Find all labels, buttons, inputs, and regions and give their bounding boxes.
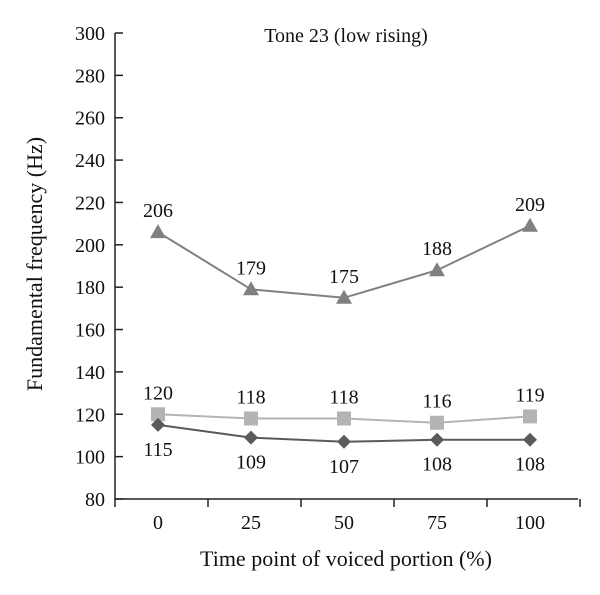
square-marker bbox=[244, 411, 258, 426]
y-tick-label: 200 bbox=[75, 235, 105, 257]
x-tick-label: 50 bbox=[334, 512, 354, 534]
data-label: 175 bbox=[329, 266, 359, 288]
data-label: 188 bbox=[422, 238, 452, 260]
triangle-marker bbox=[429, 262, 445, 277]
data-label: 120 bbox=[143, 382, 173, 404]
data-label: 115 bbox=[143, 439, 172, 461]
triangle-marker bbox=[150, 224, 166, 239]
chart-title: Tone 23 (low rising) bbox=[264, 25, 428, 47]
diamond-marker bbox=[430, 432, 444, 447]
triangle-marker bbox=[336, 289, 352, 304]
y-tick-label: 220 bbox=[75, 192, 105, 214]
series-diamond: 115 109 107 108 108 bbox=[143, 417, 545, 478]
square-marker bbox=[430, 415, 444, 430]
y-tick-label: 260 bbox=[75, 108, 105, 130]
y-tick-label: 240 bbox=[75, 150, 105, 172]
y-tick-label: 100 bbox=[75, 447, 105, 469]
series-square: 120 118 118 116 119 bbox=[143, 382, 545, 430]
diamond-marker bbox=[337, 434, 351, 449]
y-axis-title: Fundamental frequency (Hz) bbox=[22, 137, 47, 391]
x-tick-label: 75 bbox=[427, 512, 447, 534]
x-tick-label: 100 bbox=[515, 512, 545, 534]
data-label: 179 bbox=[236, 257, 266, 279]
triangle-marker bbox=[243, 281, 259, 296]
series-triangle: 206 179 175 188 209 bbox=[143, 194, 545, 304]
x-ticks: 0 25 50 75 100 bbox=[114, 499, 581, 534]
square-marker bbox=[151, 407, 165, 422]
x-axis-title: Time point of voiced portion (%) bbox=[200, 546, 492, 571]
y-tick-label: 160 bbox=[75, 320, 105, 342]
diamond-marker bbox=[151, 417, 165, 432]
triangle-marker bbox=[522, 217, 538, 232]
data-label: 108 bbox=[515, 454, 545, 476]
data-label: 119 bbox=[515, 384, 544, 406]
x-tick-label: 25 bbox=[241, 512, 261, 534]
square-marker bbox=[523, 409, 537, 424]
data-label: 108 bbox=[422, 454, 452, 476]
data-label: 107 bbox=[329, 456, 359, 478]
data-label: 118 bbox=[329, 387, 358, 409]
y-tick-label: 300 bbox=[75, 23, 105, 45]
data-label: 116 bbox=[422, 391, 451, 413]
data-label: 109 bbox=[236, 452, 266, 474]
data-label: 206 bbox=[143, 200, 173, 222]
x-tick-label: 0 bbox=[153, 512, 163, 534]
y-tick-label: 120 bbox=[75, 404, 105, 426]
y-tick-label: 180 bbox=[75, 277, 105, 299]
y-tick-label: 280 bbox=[75, 65, 105, 87]
y-ticks: 80 100 120 140 160 180 200 220 240 260 280 300 bbox=[75, 23, 123, 511]
square-marker bbox=[337, 411, 351, 426]
axes bbox=[114, 33, 578, 500]
diamond-marker bbox=[523, 432, 537, 447]
diamond-marker bbox=[244, 430, 258, 445]
data-label: 209 bbox=[515, 194, 545, 216]
y-tick-label: 140 bbox=[75, 362, 105, 384]
data-label: 118 bbox=[236, 387, 265, 409]
y-tick-label: 80 bbox=[85, 489, 105, 511]
